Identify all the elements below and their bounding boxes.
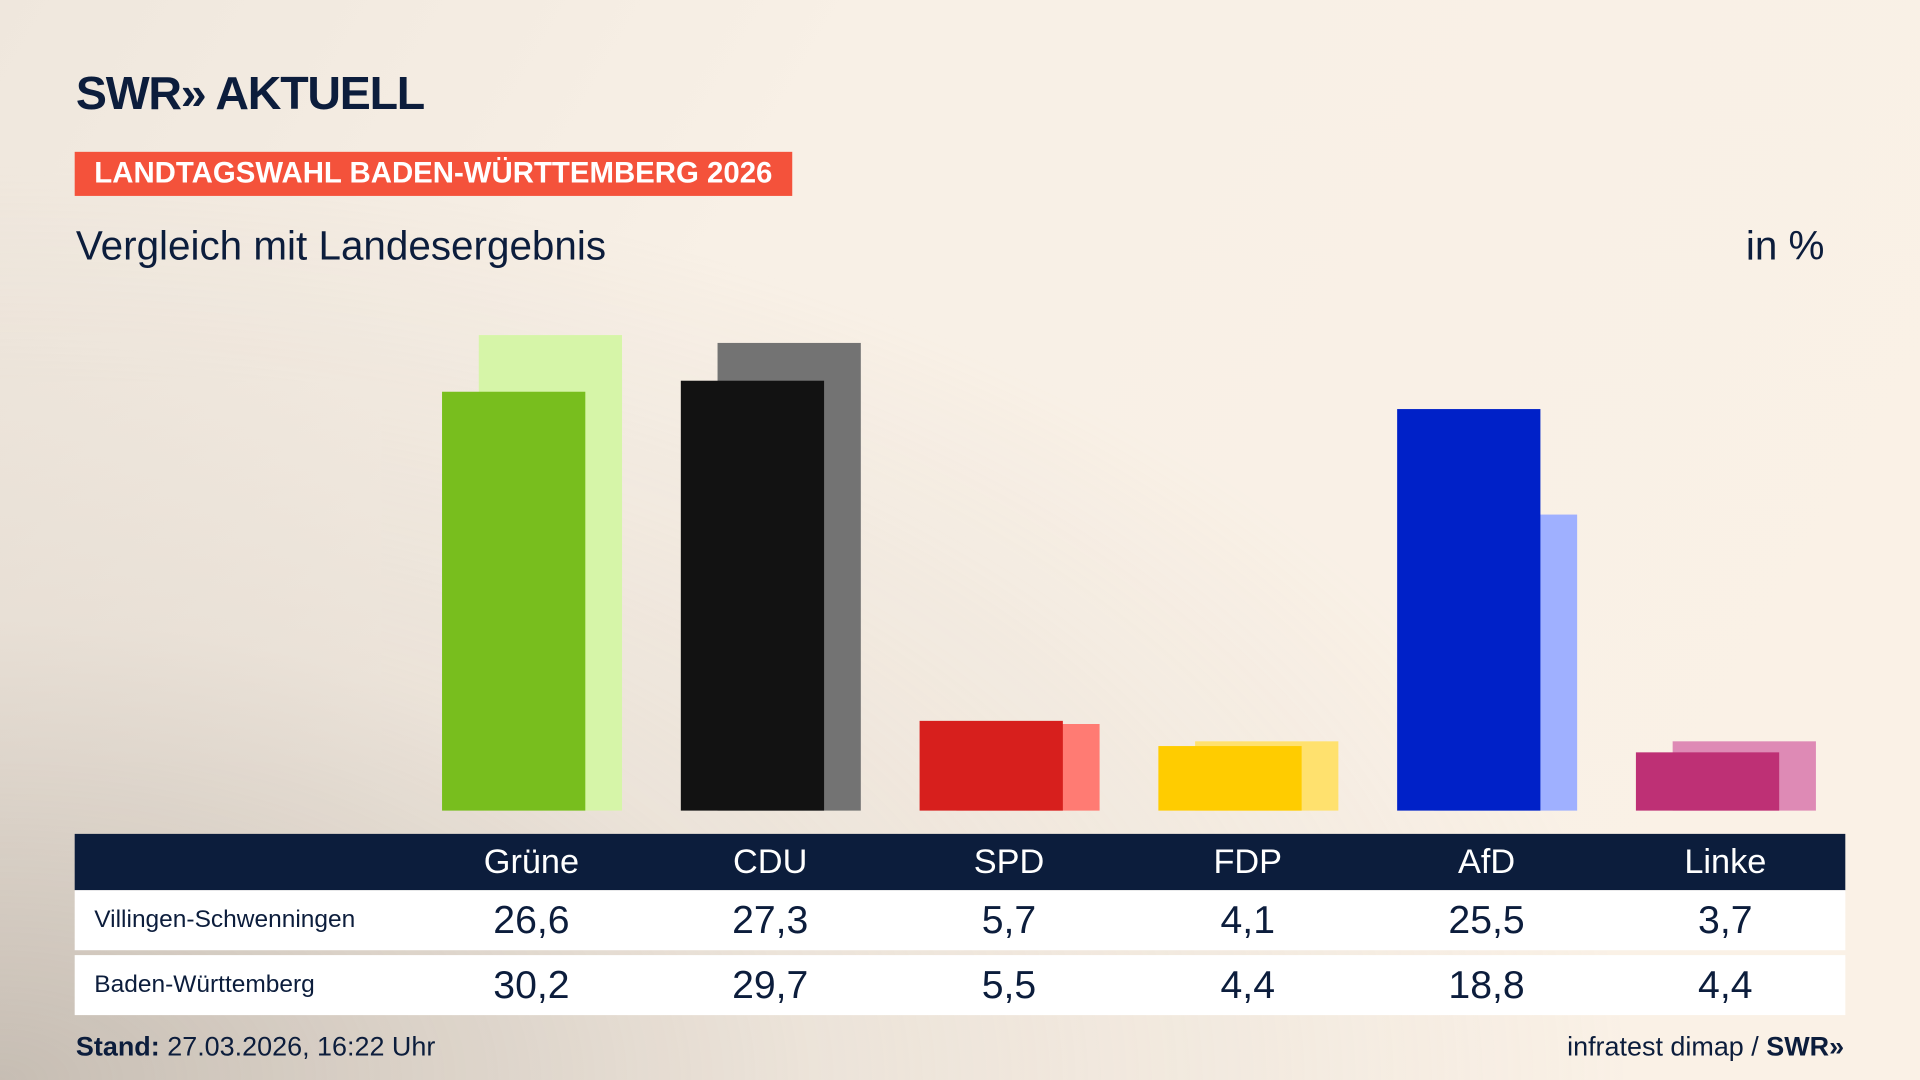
row-label: Baden-Württemberg xyxy=(94,971,315,998)
value-label: 29,7 xyxy=(732,962,809,1007)
bar-chart xyxy=(442,335,1816,811)
source-text: infratest dimap / xyxy=(1567,1031,1767,1062)
chart-subtitle: Vergleich mit Landesergebnis xyxy=(75,222,607,269)
bar-spd-wahlkreis xyxy=(919,720,1063,811)
bar-fdp-wahlkreis xyxy=(1158,746,1302,811)
bar-afd-wahlkreis xyxy=(1397,409,1541,811)
party-label: CDU xyxy=(733,842,808,881)
swr-logo: SWR» xyxy=(1766,1031,1845,1062)
value-label: 4,1 xyxy=(1220,897,1275,942)
bar-gruene-wahlkreis xyxy=(442,391,586,811)
value-label: 25,5 xyxy=(1448,897,1525,942)
stand-value: 27.03.2026, 16:22 Uhr xyxy=(167,1031,436,1062)
value-label: 4,4 xyxy=(1220,962,1275,1007)
unit-label: in % xyxy=(1745,222,1825,269)
value-label: 26,6 xyxy=(493,897,570,942)
value-label: 3,7 xyxy=(1698,897,1753,942)
bar-linke-wahlkreis xyxy=(1635,752,1780,811)
value-label: 30,2 xyxy=(493,962,570,1007)
value-label: 5,7 xyxy=(981,897,1037,942)
party-label: SPD xyxy=(973,842,1045,881)
source: infratest dimap / SWR» xyxy=(1567,1031,1844,1063)
party-label: AfD xyxy=(1457,842,1516,881)
swr-aktuell-logo: SWR» AKTUELL xyxy=(75,68,425,121)
table-row: Villingen-Schwenningen 26,6 27,3 5,7 4,1 25,… xyxy=(74,890,1846,951)
party-label: Linke xyxy=(1684,842,1767,881)
timestamp: Stand: 27.03.2026, 16:22 Uhr xyxy=(76,1031,435,1063)
party-label: FDP xyxy=(1213,842,1283,881)
party-label: Grüne xyxy=(483,842,580,881)
stand-label: Stand: xyxy=(75,1031,160,1062)
value-label: 5,5 xyxy=(981,962,1037,1007)
value-label: 27,3 xyxy=(732,897,809,942)
table-header: Grüne CDU SPD FDP AfD Linke xyxy=(74,833,1846,891)
value-label: 18,8 xyxy=(1448,962,1525,1007)
bar-cdu-wahlkreis xyxy=(680,380,825,811)
value-label: 4,4 xyxy=(1698,962,1753,1007)
table-row: Baden-Württemberg 30,2 29,7 5,5 4,4 18,8 4,4 xyxy=(74,955,1846,1016)
election-badge: LANDTAGSWAHL BADEN-WÜRTTEMBERG 2026 xyxy=(74,151,792,196)
row-label: Villingen-Schwenningen xyxy=(94,906,356,934)
